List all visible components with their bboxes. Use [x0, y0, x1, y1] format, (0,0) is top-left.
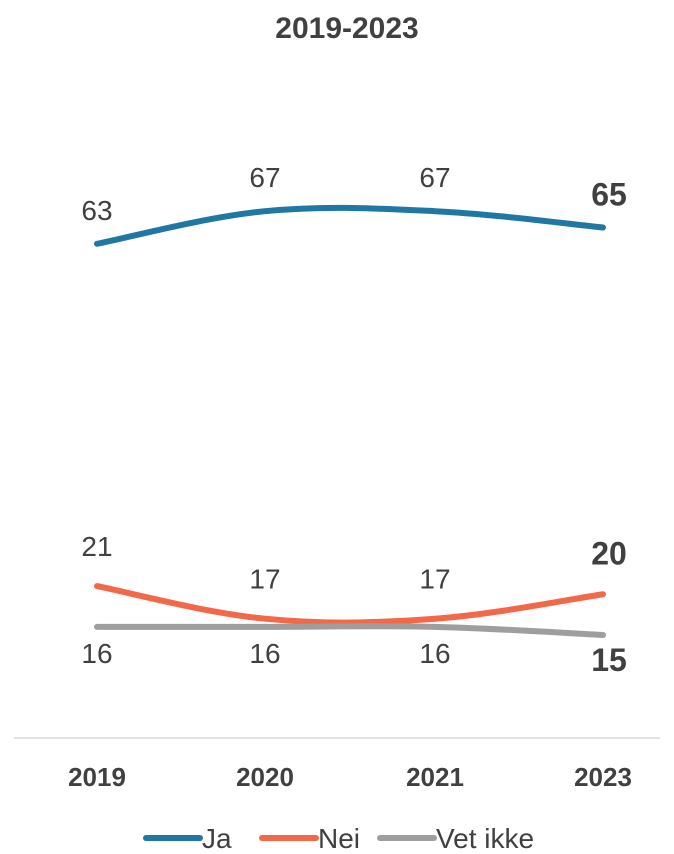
data-label-nei: 21	[81, 531, 112, 562]
series-line-ja	[94, 204, 606, 247]
data-label-nei: 17	[419, 564, 450, 595]
x-tick-label: 2023	[574, 762, 632, 792]
legend: Ja Nei Vet ikke	[143, 823, 534, 854]
data-label-ja: 65	[591, 177, 627, 213]
series-line-nei	[94, 583, 606, 626]
data-label-nei: 17	[249, 564, 280, 595]
x-tick-label: 2020	[236, 762, 294, 792]
legend-label-nei: Nei	[318, 823, 360, 854]
legend-label-ja: Ja	[202, 823, 232, 854]
data-label-vet-ikke: 16	[81, 638, 112, 669]
data-label-vet-ikke: 16	[419, 638, 450, 669]
data-label-vet-ikke: 16	[249, 638, 280, 669]
data-label-nei: 20	[591, 535, 627, 571]
chart-title: 2019-2023	[275, 12, 418, 45]
data-label-ja: 67	[249, 162, 280, 193]
x-tick-label: 2021	[406, 762, 464, 792]
series-line-vet-ikke	[94, 623, 606, 638]
x-tick-label: 2019	[68, 762, 126, 792]
data-label-ja: 67	[419, 162, 450, 193]
x-tick-layer: 2019 2020 2021 2023	[68, 762, 632, 792]
data-label-vet-ikke: 15	[591, 642, 627, 678]
series-layer	[94, 204, 606, 638]
legend-label-vet-ikke: Vet ikke	[436, 823, 534, 854]
data-label-layer: 63 67 67 65 21 17 17 20 16 16 16 15	[81, 162, 626, 678]
data-label-ja: 63	[81, 195, 112, 226]
